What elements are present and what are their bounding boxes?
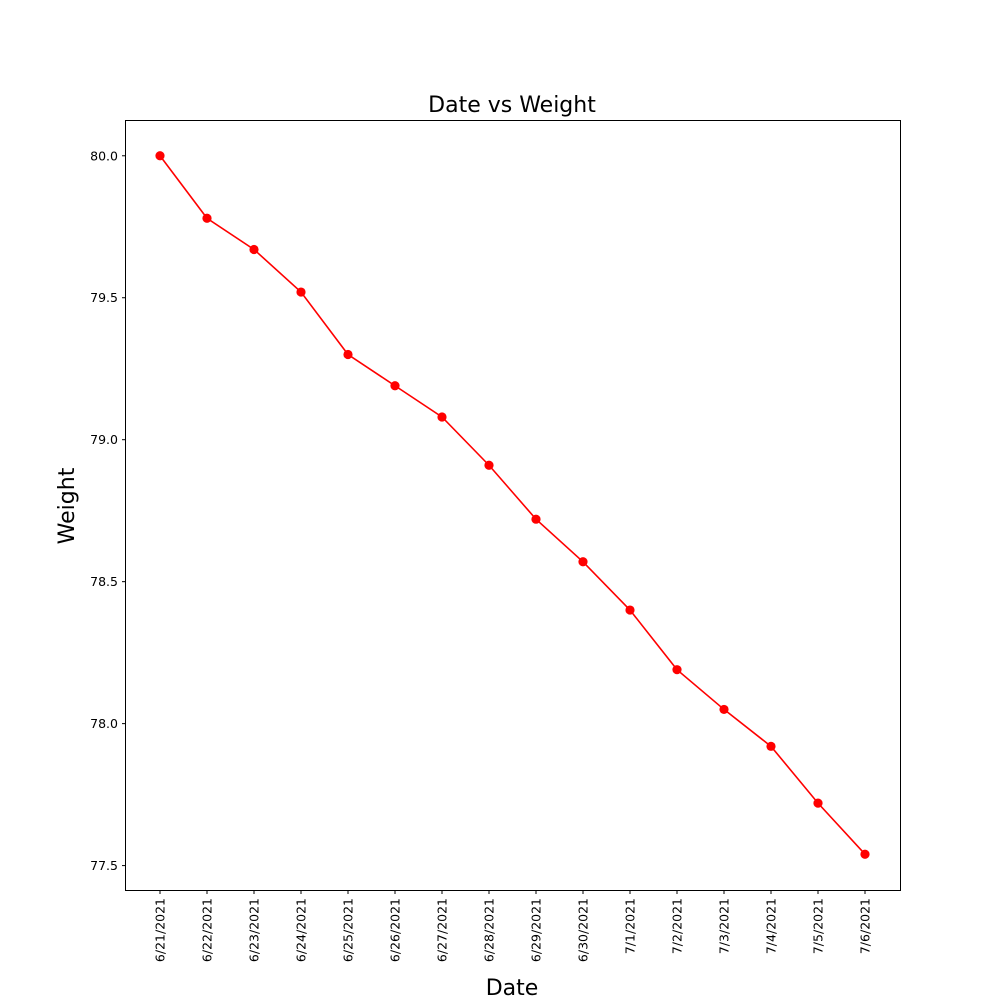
series-weight	[155, 151, 870, 859]
data-point	[719, 704, 729, 715]
data-point	[296, 287, 306, 297]
x-tick-label: 6/30/2021	[576, 898, 591, 962]
x-tick-label: 6/29/2021	[529, 898, 544, 962]
data-point	[484, 460, 494, 470]
x-tick-label: 6/22/2021	[200, 898, 215, 962]
x-tick-label: 7/6/2021	[858, 898, 873, 954]
data-point	[437, 412, 447, 422]
y-tick-label: 78.5	[90, 574, 118, 589]
y-tick-label: 79.0	[90, 432, 118, 447]
x-tick-label: 6/23/2021	[247, 898, 262, 962]
x-tick-label: 7/3/2021	[717, 898, 732, 954]
data-point	[531, 514, 541, 524]
series-line	[159, 155, 866, 855]
x-tick-label: 6/25/2021	[341, 898, 356, 962]
x-tick-label: 6/26/2021	[388, 898, 403, 962]
x-tick-label: 7/5/2021	[811, 898, 826, 954]
y-tick-label: 79.5	[90, 290, 118, 305]
x-tick-label: 6/27/2021	[435, 898, 450, 962]
x-axis: 6/21/2021 6/22/2021 6/23/2021 6/24/2021 6/25…	[153, 890, 873, 962]
data-point	[813, 798, 823, 808]
x-tick-label: 6/28/2021	[482, 898, 497, 962]
y-axis-label: Weight	[55, 467, 80, 544]
data-point	[202, 213, 212, 223]
x-tick-label: 6/21/2021	[153, 898, 168, 962]
x-tick-label: 7/2/2021	[670, 898, 685, 954]
data-point	[625, 605, 635, 615]
data-point	[860, 849, 870, 859]
data-point	[343, 349, 353, 360]
chart-title: Date vs Weight	[428, 93, 596, 118]
y-tick-label: 77.5	[90, 858, 118, 873]
plot-area-frame	[125, 120, 901, 891]
data-point	[249, 244, 259, 255]
data-point	[578, 557, 588, 567]
x-tick-label: 7/1/2021	[623, 898, 638, 954]
x-tick-label: 7/4/2021	[764, 898, 779, 954]
data-point	[390, 381, 400, 391]
x-axis-label: Date	[486, 976, 539, 1000]
y-tick-label: 80.0	[90, 148, 118, 163]
data-point	[672, 665, 682, 675]
data-point	[766, 741, 776, 751]
data-point	[155, 151, 165, 161]
y-tick-label: 78.0	[90, 716, 118, 731]
x-tick-label: 6/24/2021	[294, 898, 309, 962]
y-axis: 77.5 78.0 78.5 79.0 79.5 80.0	[90, 148, 126, 873]
